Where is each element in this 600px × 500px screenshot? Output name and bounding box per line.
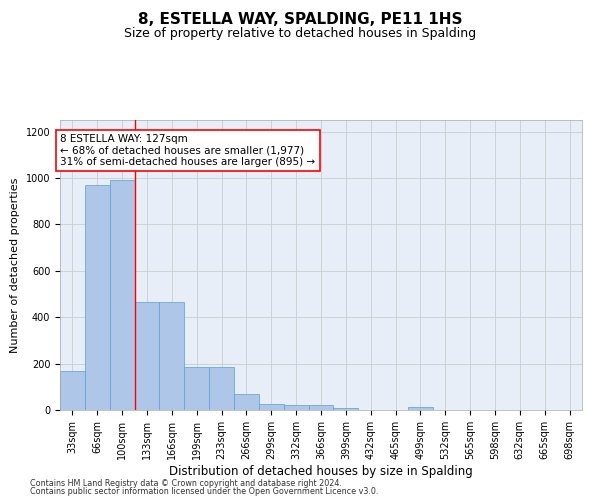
Bar xyxy=(334,408,358,410)
Y-axis label: Number of detached properties: Number of detached properties xyxy=(10,178,20,352)
Bar xyxy=(259,404,284,410)
Text: Size of property relative to detached houses in Spalding: Size of property relative to detached ho… xyxy=(124,28,476,40)
Text: 8 ESTELLA WAY: 127sqm
← 68% of detached houses are smaller (1,977)
31% of semi-d: 8 ESTELLA WAY: 127sqm ← 68% of detached … xyxy=(61,134,316,167)
Bar xyxy=(60,370,85,410)
Bar xyxy=(184,367,209,410)
Bar xyxy=(284,405,308,410)
X-axis label: Distribution of detached houses by size in Spalding: Distribution of detached houses by size … xyxy=(169,464,473,477)
Bar xyxy=(110,180,134,410)
Bar xyxy=(308,406,334,410)
Bar xyxy=(160,302,184,410)
Bar xyxy=(408,406,433,410)
Text: Contains public sector information licensed under the Open Government Licence v3: Contains public sector information licen… xyxy=(30,487,379,496)
Bar xyxy=(85,185,110,410)
Bar xyxy=(234,394,259,410)
Bar xyxy=(134,302,160,410)
Text: Contains HM Land Registry data © Crown copyright and database right 2024.: Contains HM Land Registry data © Crown c… xyxy=(30,478,342,488)
Text: 8, ESTELLA WAY, SPALDING, PE11 1HS: 8, ESTELLA WAY, SPALDING, PE11 1HS xyxy=(138,12,462,28)
Bar xyxy=(209,367,234,410)
